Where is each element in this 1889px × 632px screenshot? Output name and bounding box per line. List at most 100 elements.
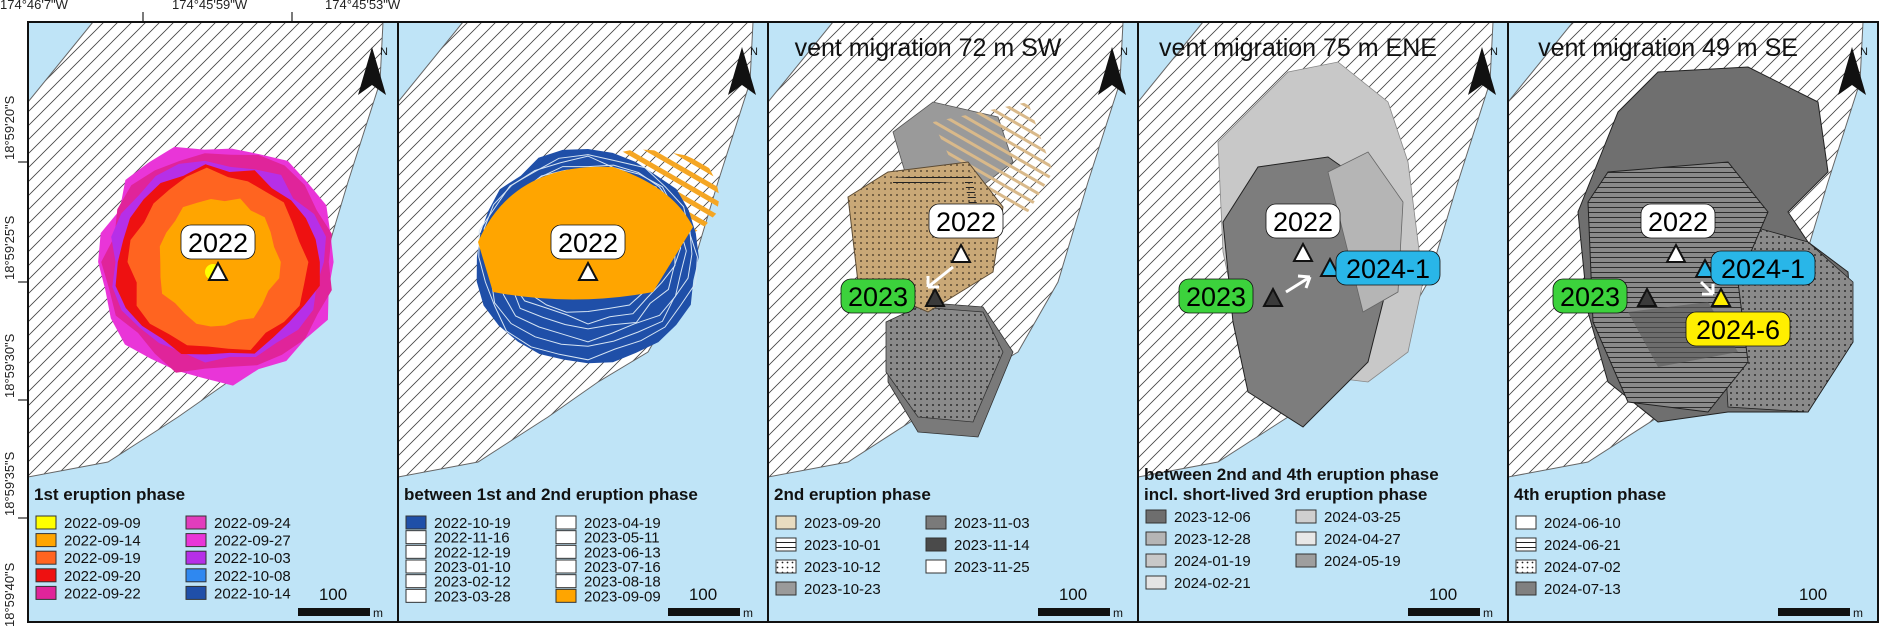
legend-swatch-2024-05-19 (1295, 553, 1317, 568)
scale-bar (668, 608, 740, 616)
legend-swatch-2023-04-19 (555, 515, 577, 530)
legend-label-2023-08-18: 2023-08-18 (584, 574, 661, 591)
panel-border (1507, 21, 1879, 623)
legend-swatch-2022-10-14 (185, 585, 207, 600)
legend-label-2023-09-09: 2023-09-09 (584, 588, 661, 605)
vent-triangle-2024-6 (1710, 286, 1732, 307)
scale-unit: m (1113, 606, 1123, 620)
legend-swatch-2024-07-13 (1515, 581, 1537, 596)
legend-swatch-2022-10-08 (185, 568, 207, 583)
vent-label-2022-bg (180, 224, 256, 260)
legend-label-2023-04-19: 2023-04-19 (584, 515, 661, 532)
scale-value: 100 (1059, 585, 1087, 604)
legend-swatch-2023-10-01 (775, 537, 797, 552)
legend-label-2022-09-27: 2022-09-27 (214, 533, 291, 550)
legend-swatch-2024-02-21 (1145, 575, 1167, 590)
map-panel-3-content: 2022 2023 vent migration 72 m SW N 2nd erupt… (768, 22, 1138, 622)
scale-value: 100 (1799, 585, 1827, 604)
legend-label-2024-06-21: 2024-06-21 (1544, 537, 1621, 554)
vent-label-2024-6: 2024-6 (1696, 315, 1780, 345)
migration-arrow-sw (926, 265, 954, 289)
map-panel-4: 2022 2023 2024-1 vent migration 75 m ENE Nbe… (1137, 21, 1509, 623)
legend-title: between 1st and 2nd eruption phase (404, 485, 698, 504)
scale-value: 100 (1429, 585, 1457, 604)
legend-label-2023-10-01: 2023-10-01 (804, 537, 881, 554)
vent-triangle-2022 (1292, 241, 1314, 262)
legend-swatch-2023-08-18 (555, 574, 577, 589)
vent-label-2022: 2022 (188, 228, 248, 258)
legend-label-2023-01-10: 2023-01-10 (434, 559, 511, 576)
legend-label-2024-07-13: 2024-07-13 (1544, 581, 1621, 598)
legend-swatch-2022-12-19 (405, 544, 427, 559)
legend-label-2024-01-19: 2024-01-19 (1174, 553, 1251, 570)
legend-label-2022-10-08: 2022-10-08 (214, 568, 291, 585)
legend-label-2024-02-21: 2024-02-21 (1174, 575, 1251, 592)
legend-swatch-2022-09-20 (35, 568, 57, 583)
legend-swatch-2023-11-03 (925, 515, 947, 530)
north-label: N (1120, 46, 1128, 58)
vent-label-2022-bg (550, 224, 626, 260)
legend-label-2024-03-25: 2024-03-25 (1324, 509, 1401, 526)
legend-label-2024-07-02: 2024-07-02 (1544, 559, 1621, 576)
vent-label-2023: 2023 (1186, 282, 1246, 312)
legend-swatch-2022-09-24 (185, 515, 207, 530)
legend-subtitle: incl. short-lived 3rd eruption phase (1144, 485, 1427, 504)
scale-unit: m (373, 606, 383, 620)
north-label: N (380, 46, 388, 58)
top-coordinate-axis: 174°46'7"W 174°45'59"W 174°45'53"W (0, 0, 401, 22)
legend-label-2022-10-19: 2022-10-19 (434, 515, 511, 532)
legend-label-2023-11-25: 2023-11-25 (954, 559, 1030, 576)
north-label: N (750, 46, 758, 58)
legend-swatch-2023-12-28 (1145, 531, 1167, 546)
legend-label-2022-11-16: 2022-11-16 (434, 530, 510, 547)
scale-bar (1408, 608, 1480, 616)
top-coord-label-2: 174°45'59"W (172, 0, 248, 12)
north-arrow-icon (728, 47, 756, 95)
north-label: N (1490, 46, 1498, 58)
legend-label-2023-11-14: 2023-11-14 (954, 537, 1030, 554)
legend-swatch-2023-05-11 (555, 530, 577, 545)
legend-swatch-2023-01-10 (405, 559, 427, 574)
legend-label-2023-12-06: 2023-12-06 (1174, 509, 1251, 526)
map-panel-5: 2022 2023 2024-1 2024-6 vent migration 49 m … (1507, 21, 1879, 623)
legend-swatch-2022-09-14 (35, 533, 57, 548)
north-arrow-icon (1468, 47, 1496, 95)
north-arrow-icon (1098, 47, 1126, 95)
legend-swatch-2022-10-19 (405, 515, 427, 530)
map-panel-4-content: 2022 2023 2024-1 vent migration 75 m ENE Nbe… (1138, 22, 1508, 622)
north-arrow-icon (1838, 47, 1866, 95)
scale-bar (1038, 608, 1110, 616)
legend-swatch-2024-01-19 (1145, 553, 1167, 568)
legend-swatch-2024-06-21 (1515, 537, 1537, 552)
legend-swatch-2023-10-12 (775, 559, 797, 574)
legend-swatch-2024-04-27 (1295, 531, 1317, 546)
legend-label-2022-09-09: 2022-09-09 (64, 515, 141, 532)
scale-value: 100 (689, 585, 717, 604)
left-coordinate-axis: 18°59'20"S 18°59'25"S 18°59'30"S 18°59'3… (2, 95, 28, 627)
legend-label-2023-10-12: 2023-10-12 (804, 559, 881, 576)
vent-label-2022: 2022 (1648, 207, 1708, 237)
vent-label-2023: 2023 (848, 282, 908, 312)
vent-label-2022-bg (1640, 203, 1716, 239)
left-coord-label-4: 18°59'35"S (2, 451, 17, 516)
legend-title: 1st eruption phase (34, 485, 185, 504)
legend-swatch-2022-10-03 (185, 550, 207, 565)
vent-triangle-2023 (924, 286, 946, 307)
vent-label-2023-bg (840, 278, 916, 314)
panel-title: vent migration 75 m ENE (1159, 34, 1437, 62)
panel-title: vent migration 72 m SW (795, 34, 1062, 62)
vent-label-2022: 2022 (1273, 207, 1333, 237)
vent-label-2022: 2022 (936, 207, 996, 237)
scale-unit: m (1853, 606, 1863, 620)
vent-label-2022-bg (1265, 203, 1341, 239)
vent-triangle-2023 (1262, 286, 1284, 307)
legend-label-2022-12-19: 2022-12-19 (434, 544, 511, 561)
panel-title: vent migration 49 m SE (1538, 34, 1798, 62)
vent-label-2024-1-bg (1335, 250, 1441, 286)
left-coord-label-5: 18°59'40"S (2, 562, 17, 627)
vent-triangle-2022 (950, 242, 972, 263)
legend-swatch-2023-09-20 (775, 515, 797, 530)
map-panel-5-content: 2022 2023 2024-1 2024-6 vent migration 49 m … (1508, 22, 1878, 622)
legend-label-2022-09-20: 2022-09-20 (64, 568, 141, 585)
vent-triangle-2022 (207, 260, 229, 281)
